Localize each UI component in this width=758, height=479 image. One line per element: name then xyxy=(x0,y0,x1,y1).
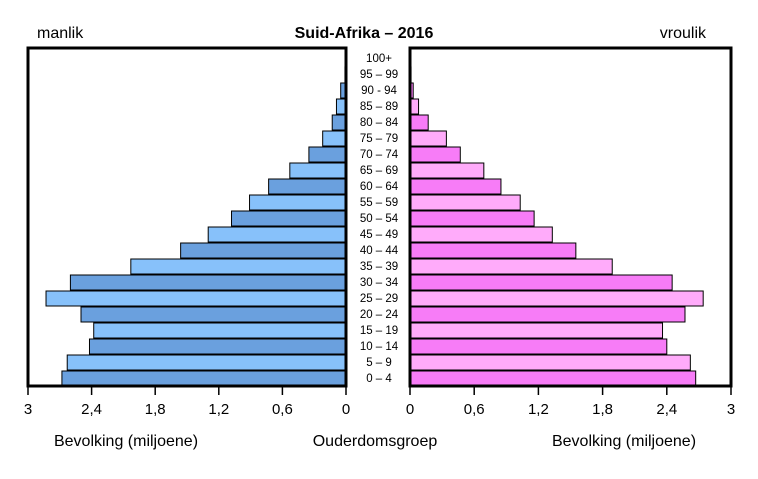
bar-male-5 xyxy=(45,290,347,307)
male-label: manlik xyxy=(37,25,84,42)
bar-female-8 xyxy=(409,242,577,259)
male-x-axis-title: Bevolking (miljoene) xyxy=(54,433,198,450)
bar-male-9 xyxy=(207,226,347,243)
age-group-label: 80 – 84 xyxy=(360,117,399,129)
tick-label-female: 0 xyxy=(406,401,414,418)
bar-male-3 xyxy=(93,322,347,339)
age-group-label: 0 – 4 xyxy=(366,373,392,385)
bar-female-2 xyxy=(409,338,668,355)
bar-male-6 xyxy=(69,274,347,291)
tick-label-male: 0,6 xyxy=(272,401,293,418)
bar-male-11 xyxy=(249,194,347,211)
age-group-label: 55 – 59 xyxy=(360,197,398,209)
tick-label-male: 2,4 xyxy=(81,401,102,418)
female-x-axis: 0 0,6 1,2 1,8 2,4 3 xyxy=(406,386,735,418)
bar-female-6 xyxy=(409,274,673,291)
age-group-label: 20 – 24 xyxy=(360,309,399,321)
bar-female-0 xyxy=(409,370,697,387)
age-group-label: 95 – 99 xyxy=(360,69,398,81)
age-group-label: 50 – 54 xyxy=(360,213,399,225)
age-group-label: 45 – 49 xyxy=(360,229,398,241)
age-group-label: 10 – 14 xyxy=(360,341,399,353)
age-axis-title: Ouderdomsgroep xyxy=(313,433,438,450)
bar-female-1 xyxy=(409,354,691,371)
bar-male-2 xyxy=(88,338,347,355)
age-group-label: 15 – 19 xyxy=(360,325,398,337)
female-x-axis-title: Bevolking (miljoene) xyxy=(552,433,696,450)
bar-female-14 xyxy=(409,146,461,163)
tick-label-female: 2,4 xyxy=(656,401,677,418)
age-group-label: 25 – 29 xyxy=(360,293,398,305)
age-group-label: 30 – 34 xyxy=(360,277,399,289)
tick-label-male: 3 xyxy=(24,401,32,418)
bar-female-15 xyxy=(409,130,447,147)
bar-female-5 xyxy=(409,290,704,307)
tick-label-female: 3 xyxy=(727,401,735,418)
bar-male-7 xyxy=(130,258,347,275)
bar-male-12 xyxy=(268,178,347,195)
bar-female-9 xyxy=(409,226,553,243)
age-group-label: 85 – 89 xyxy=(360,101,398,113)
chart-title: Suid-Afrika – 2016 xyxy=(295,25,434,42)
bar-male-13 xyxy=(289,162,347,179)
bar-male-8 xyxy=(180,242,347,259)
bar-female-13 xyxy=(409,162,485,179)
bar-female-3 xyxy=(409,322,664,339)
tick-label-male: 1,2 xyxy=(208,401,229,418)
female-label: vroulik xyxy=(660,25,707,42)
tick-label-male: 0 xyxy=(342,401,350,418)
female-bars xyxy=(409,66,704,387)
bar-female-16 xyxy=(409,114,429,131)
age-group-label: 75 – 79 xyxy=(360,133,398,145)
age-group-label: 5 – 9 xyxy=(366,357,392,369)
bar-male-14 xyxy=(308,146,347,163)
bar-female-12 xyxy=(409,178,502,195)
bar-female-7 xyxy=(409,258,613,275)
bar-male-16 xyxy=(331,114,347,131)
age-group-label: 100+ xyxy=(366,53,392,65)
age-group-label: 65 – 69 xyxy=(360,165,398,177)
age-group-labels: 0 – 4 5 – 9 10 – 14 15 – 19 20 – 24 25 – 29 30… xyxy=(360,53,399,385)
bar-male-4 xyxy=(80,306,347,323)
bar-male-10 xyxy=(231,210,347,227)
bar-male-15 xyxy=(322,130,347,147)
bar-female-10 xyxy=(409,210,535,227)
age-group-label: 90 - 94 xyxy=(361,85,397,97)
male-bars xyxy=(45,66,347,387)
tick-label-male: 1,8 xyxy=(145,401,166,418)
male-plot-frame xyxy=(26,46,348,388)
tick-label-female: 0,6 xyxy=(464,401,485,418)
age-group-label: 40 – 44 xyxy=(360,245,399,257)
age-group-label: 60 – 64 xyxy=(360,181,399,193)
age-group-label: 35 – 39 xyxy=(360,261,398,273)
age-group-label: 70 – 74 xyxy=(360,149,399,161)
bar-male-1 xyxy=(66,354,347,371)
female-plot-frame xyxy=(408,46,733,388)
male-x-axis: 0 0,6 1,2 1,8 2,4 3 xyxy=(24,386,350,418)
tick-label-female: 1,8 xyxy=(592,401,613,418)
bar-male-0 xyxy=(61,370,347,387)
bar-female-11 xyxy=(409,194,521,211)
tick-label-female: 1,2 xyxy=(528,401,549,418)
bar-female-4 xyxy=(409,306,686,323)
